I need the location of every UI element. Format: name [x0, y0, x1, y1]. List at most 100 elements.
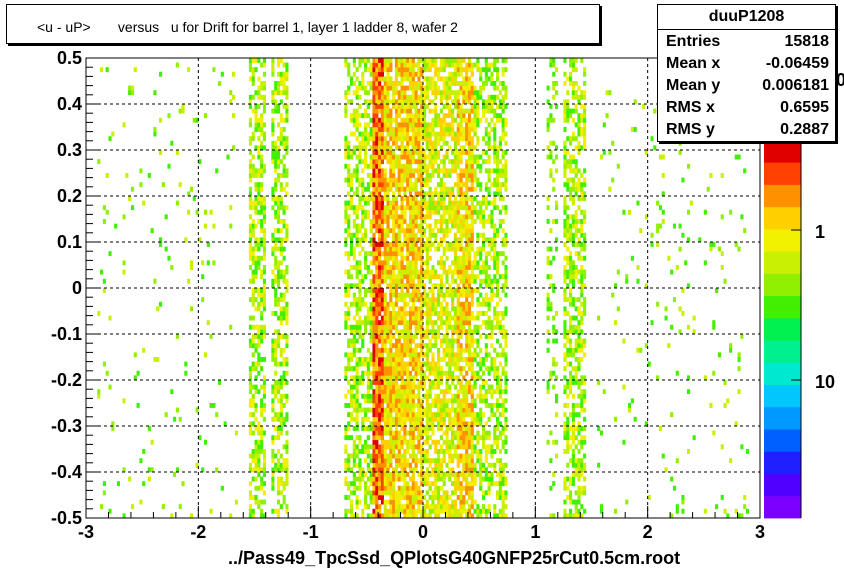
heatmap-cell [386, 370, 390, 376]
heatmap-cell [262, 481, 267, 487]
heatmap-cell [417, 154, 421, 160]
heatmap-cell [375, 366, 379, 372]
heatmap-cell [167, 113, 171, 119]
heatmap-cell [352, 380, 356, 385]
heatmap-cell [352, 329, 356, 335]
heatmap-cell [262, 200, 267, 206]
heatmap-cell [484, 76, 488, 82]
heatmap-cell [487, 108, 491, 114]
heatmap-cell [467, 177, 472, 183]
heatmap-cell [490, 81, 494, 86]
heatmap-cell [181, 481, 185, 487]
heatmap-cell [383, 375, 387, 381]
heatmap-cell [380, 71, 384, 77]
heatmap-cell [425, 163, 429, 169]
heatmap-cell [451, 426, 455, 431]
heatmap-cell [153, 278, 157, 284]
heatmap-cell [257, 357, 261, 362]
heatmap-cell [411, 320, 415, 326]
heatmap-cell [397, 476, 401, 482]
heatmap-cell [406, 301, 410, 307]
heatmap-cell [453, 232, 457, 238]
heatmap-cell [411, 145, 415, 151]
heatmap-cell [380, 361, 384, 367]
heatmap-cell [406, 177, 410, 183]
heatmap-cell [364, 426, 368, 431]
heatmap-cell [456, 255, 460, 261]
heatmap-cell [285, 168, 289, 174]
heatmap-cell [442, 85, 446, 91]
heatmap-cell [274, 177, 278, 183]
heatmap-cell [254, 449, 258, 454]
heatmap-cell [248, 324, 252, 330]
heatmap-cell [285, 108, 289, 114]
heatmap-cell [386, 458, 390, 464]
heatmap-cell [473, 99, 477, 105]
heatmap-cell [456, 389, 460, 395]
heatmap-cell [411, 140, 415, 146]
heatmap-cell [431, 403, 435, 408]
heatmap-cell [420, 458, 424, 464]
heatmap-cell [451, 472, 455, 477]
heatmap-cell [425, 504, 429, 510]
heatmap-cell [425, 435, 429, 441]
heatmap-cell [504, 292, 508, 298]
heatmap-cell [375, 127, 379, 132]
heatmap-cell [400, 136, 404, 142]
heatmap-cell [498, 467, 502, 473]
heatmap-cell [380, 453, 384, 459]
heatmap-cell [493, 62, 497, 68]
heatmap-cell [271, 476, 275, 482]
heatmap-cell [453, 375, 457, 381]
heatmap-cell [414, 467, 418, 473]
heatmap-cell [456, 94, 460, 100]
heatmap-cell [453, 58, 457, 63]
heatmap-cell [487, 283, 491, 289]
heatmap-cell [490, 292, 494, 298]
heatmap-cell [431, 472, 435, 477]
heatmap-cell [453, 472, 457, 477]
heatmap-cell [358, 375, 362, 381]
heatmap-cell [279, 453, 283, 459]
heatmap-cell [100, 67, 104, 73]
heatmap-cell [260, 297, 264, 303]
heatmap-cell [434, 58, 438, 63]
heatmap-cell [378, 398, 382, 404]
heatmap-cell [425, 334, 429, 339]
heatmap-cell [448, 108, 452, 114]
heatmap-cell [251, 94, 255, 100]
heatmap-cell [423, 301, 427, 307]
heatmap-cell [467, 407, 472, 413]
heatmap-cell [383, 214, 387, 220]
heatmap-cell [487, 94, 491, 100]
heatmap-cell [378, 228, 382, 234]
heatmap-cell [484, 108, 488, 114]
heatmap-cell [344, 58, 348, 63]
heatmap-cell [431, 117, 435, 123]
heatmap-cell [372, 76, 376, 82]
heatmap-cell [487, 476, 491, 482]
heatmap-cell [366, 361, 370, 367]
heatmap-cell [437, 416, 441, 422]
heatmap-cell [476, 232, 480, 238]
heatmap-cell [411, 334, 415, 339]
heatmap-cell [375, 476, 379, 482]
heatmap-cell [484, 269, 488, 275]
heatmap-cell [411, 278, 415, 284]
heatmap-cell [504, 476, 508, 482]
heatmap-cell [431, 370, 435, 376]
heatmap-cell [383, 301, 387, 307]
heatmap-cell [439, 117, 443, 123]
heatmap-cell [417, 140, 421, 146]
heatmap-cell [201, 260, 205, 266]
heatmap-cell [282, 237, 286, 243]
heatmap-cell [361, 182, 365, 188]
heatmap-cell [366, 462, 370, 468]
heatmap-cell [414, 186, 418, 192]
heatmap-cell [372, 58, 376, 63]
heatmap-cell [434, 117, 438, 123]
heatmap-cell [386, 334, 390, 339]
heatmap-cell [170, 389, 174, 395]
heatmap-cell [209, 209, 213, 215]
heatmap-cell [392, 315, 396, 321]
